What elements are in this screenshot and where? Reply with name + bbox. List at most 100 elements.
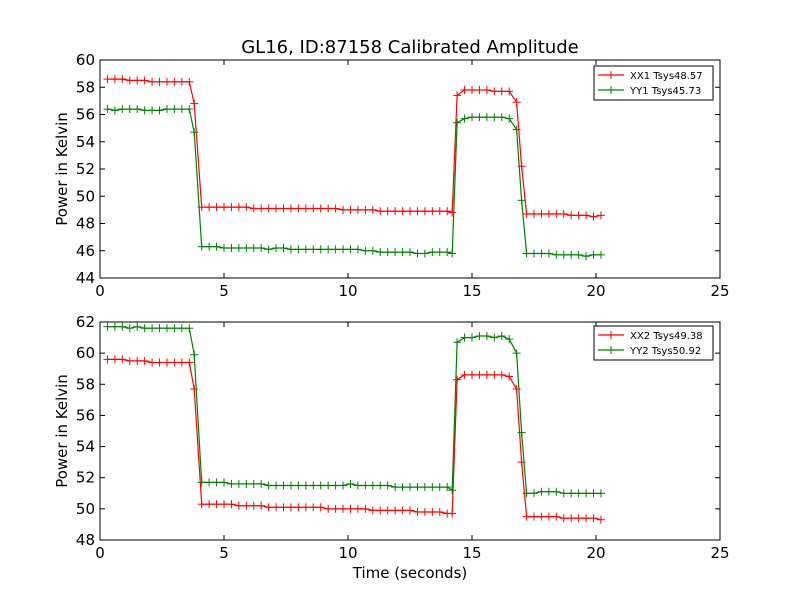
data-point bbox=[103, 322, 112, 331]
data-point bbox=[497, 113, 506, 122]
data-point bbox=[205, 203, 214, 212]
y-tick-label: 50 bbox=[76, 500, 95, 518]
data-point bbox=[205, 242, 214, 251]
data-point bbox=[286, 503, 295, 512]
data-point bbox=[490, 87, 499, 96]
y-tick-label: 48 bbox=[76, 215, 95, 233]
data-point bbox=[413, 483, 422, 492]
legend-label: XX1 Tsys48.57 bbox=[630, 71, 703, 82]
data-point bbox=[170, 77, 179, 86]
data-point bbox=[505, 87, 514, 96]
data-point bbox=[234, 501, 243, 510]
data-point bbox=[227, 479, 236, 488]
data-point bbox=[279, 503, 288, 512]
data-point bbox=[133, 76, 142, 85]
x-tick-label: 20 bbox=[586, 544, 605, 562]
data-point bbox=[475, 370, 484, 379]
legend-box bbox=[593, 325, 714, 361]
data-point bbox=[413, 249, 422, 258]
data-point bbox=[331, 481, 340, 490]
plot-frame bbox=[99, 321, 721, 541]
data-point bbox=[155, 77, 164, 86]
data-point bbox=[242, 479, 251, 488]
data-point bbox=[118, 105, 127, 114]
data-point bbox=[148, 77, 157, 86]
data-point bbox=[582, 514, 591, 523]
data-point bbox=[190, 350, 199, 359]
data-point bbox=[398, 483, 407, 492]
data-point bbox=[383, 481, 392, 490]
y-tick-label: 52 bbox=[76, 160, 95, 178]
data-point bbox=[368, 205, 377, 214]
data-point bbox=[406, 248, 414, 257]
data-point bbox=[331, 504, 340, 513]
data-point bbox=[435, 248, 444, 257]
data-point bbox=[559, 514, 568, 523]
y-tick-label: 50 bbox=[76, 187, 95, 205]
data-point bbox=[190, 99, 199, 108]
data-point bbox=[205, 500, 214, 509]
data-point bbox=[309, 204, 318, 213]
data-point bbox=[279, 244, 288, 253]
data-point bbox=[391, 506, 400, 515]
data-point bbox=[346, 205, 355, 214]
chart-title: GL16, ID:87158 Calibrated Amplitude bbox=[241, 37, 579, 58]
y-tick-label: 58 bbox=[76, 375, 95, 393]
data-point bbox=[212, 203, 221, 212]
data-point bbox=[497, 370, 506, 379]
data-point bbox=[309, 481, 318, 490]
data-point bbox=[582, 489, 591, 498]
x-axis-label: Time (seconds) bbox=[352, 564, 468, 582]
data-point bbox=[490, 370, 499, 379]
data-point bbox=[294, 245, 303, 254]
data-point bbox=[249, 204, 258, 213]
x-tick-label: 15 bbox=[462, 544, 481, 562]
data-point bbox=[148, 106, 157, 115]
data-point bbox=[212, 242, 221, 251]
data-point bbox=[420, 207, 429, 216]
data-point bbox=[272, 503, 281, 512]
data-point bbox=[170, 105, 179, 114]
data-point bbox=[505, 372, 514, 381]
data-point bbox=[368, 481, 377, 490]
data-point bbox=[212, 500, 221, 509]
data-point bbox=[162, 77, 171, 86]
data-point bbox=[435, 507, 444, 516]
data-point bbox=[133, 322, 142, 331]
data-point bbox=[177, 358, 186, 367]
data-point bbox=[468, 113, 476, 122]
data-point bbox=[475, 332, 484, 341]
data-point bbox=[286, 204, 295, 213]
data-point bbox=[567, 211, 576, 220]
data-point bbox=[512, 349, 521, 358]
data-point bbox=[505, 114, 514, 123]
legend-box bbox=[593, 65, 714, 101]
data-point bbox=[205, 478, 214, 487]
data-point bbox=[497, 332, 506, 341]
data-point bbox=[316, 204, 325, 213]
data-point bbox=[559, 209, 568, 218]
data-point bbox=[413, 207, 422, 216]
x-tick-label: 25 bbox=[710, 544, 729, 562]
data-point bbox=[324, 504, 333, 513]
data-point bbox=[544, 512, 553, 521]
legend: XX2 Tsys49.38 YY2 Tsys50.92 bbox=[593, 325, 714, 361]
data-point bbox=[398, 248, 407, 257]
data-point bbox=[406, 483, 414, 492]
data-point bbox=[170, 358, 179, 367]
data-point bbox=[264, 503, 273, 512]
data-point bbox=[443, 483, 452, 492]
data-point bbox=[257, 479, 266, 488]
legend-label: XX2 Tsys49.38 bbox=[630, 331, 703, 342]
data-point bbox=[361, 205, 370, 214]
x-tick-label: 0 bbox=[95, 282, 105, 300]
data-point bbox=[346, 245, 355, 254]
data-point bbox=[512, 125, 521, 134]
data-point bbox=[475, 85, 484, 94]
y-tick-label: 60 bbox=[76, 51, 95, 69]
data-point bbox=[391, 207, 400, 216]
data-point bbox=[227, 203, 236, 212]
data-point bbox=[435, 483, 444, 492]
data-point bbox=[220, 203, 228, 212]
data-point bbox=[242, 203, 251, 212]
